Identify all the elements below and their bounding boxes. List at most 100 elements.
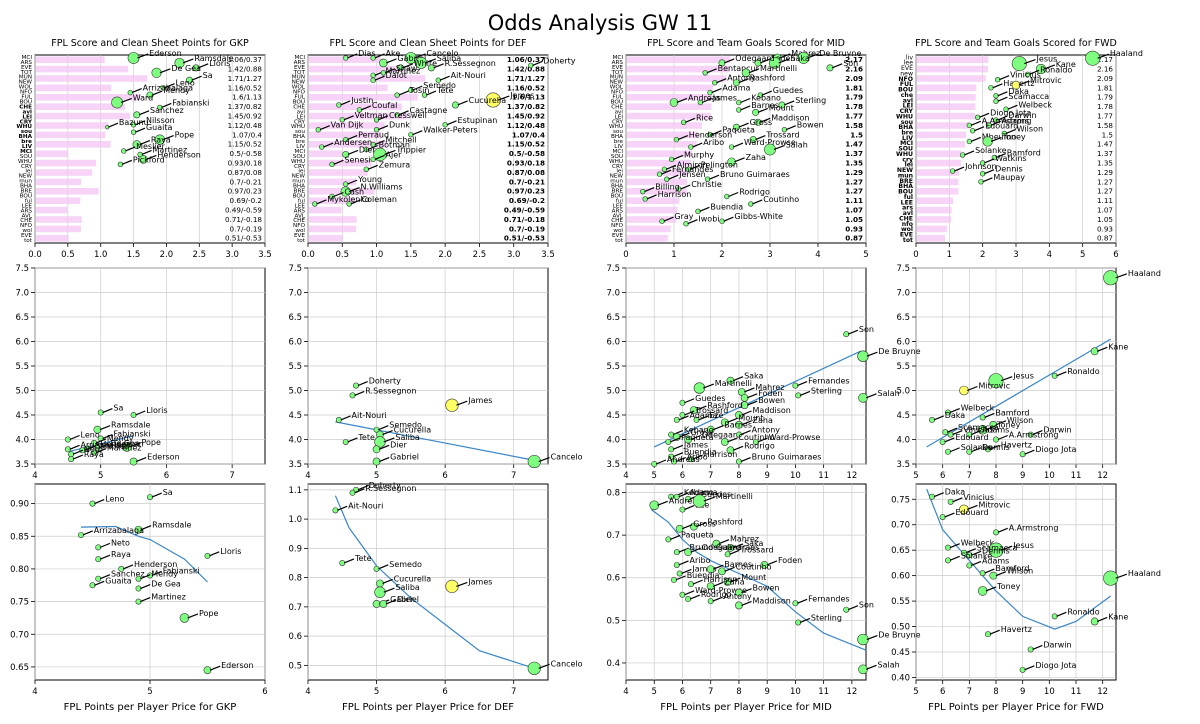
mid-mid-label: Rashford xyxy=(707,401,742,410)
top-def-bar xyxy=(309,84,388,92)
top-mid-category-label: CRY xyxy=(612,164,624,170)
top-fwd-category-label: NEW xyxy=(897,167,913,174)
bottom-gkp-arrow xyxy=(209,665,221,671)
bottom-def-point xyxy=(379,600,388,608)
top-mid-label: Zaha xyxy=(746,153,766,162)
bottom-mid-label: Guedes xyxy=(701,490,731,499)
top-mid-arrow xyxy=(807,53,819,59)
top-mid-bar xyxy=(627,65,730,73)
mid-fwd-label: Havertz xyxy=(1001,440,1032,449)
mid-fwd-arrow xyxy=(1056,371,1067,377)
top-gkp-value-label: 0.69/-0.2 xyxy=(230,196,262,205)
top-gkp-xtick-label: 1.0 xyxy=(94,250,108,260)
bottom-mid-arrow xyxy=(713,564,724,570)
top-mid-value-label: 1.81 xyxy=(845,83,863,92)
mid-def-arrow xyxy=(382,430,393,436)
top-mid-category-label: sou xyxy=(613,129,623,135)
bottom-gkp-ytick-label: 0.65 xyxy=(10,663,29,673)
top-fwd-point xyxy=(969,128,976,134)
top-def-arrow xyxy=(414,53,426,59)
top-mid-label: Adama xyxy=(722,84,750,93)
top-fwd-value-label: 1.27 xyxy=(1097,187,1113,196)
top-mid-category-label: BRE xyxy=(612,189,624,195)
top-fwd-category-label: lee xyxy=(904,60,913,67)
top-mid-label: Paqueta xyxy=(722,126,755,135)
top-def-point xyxy=(485,92,501,108)
top-mid-point xyxy=(728,144,735,150)
bottom-gkp-arrow xyxy=(151,570,162,577)
top-fwd-category-label: wol xyxy=(901,226,913,233)
top-def-bar xyxy=(309,75,426,82)
bottom-fwd-ytick-label: 0.55 xyxy=(891,597,910,607)
mid-fwd-label: Adams xyxy=(982,426,1009,435)
bottom-mid-label: Coutinho xyxy=(736,562,772,571)
top-def-xtick-label: 1.0 xyxy=(370,250,384,260)
top-def-label: Veltman xyxy=(355,111,388,120)
top-gkp-value-label: 0.51/-0.53 xyxy=(225,234,262,243)
mid-fwd-point xyxy=(988,373,1004,389)
mid-mid-label: Saka xyxy=(744,372,763,381)
top-def-value-label: 0.7/-0.21 xyxy=(509,177,545,186)
top-mid-arrow xyxy=(661,169,672,175)
top-gkp-label: Lloris xyxy=(209,59,230,68)
bottom-mid-arrow xyxy=(690,547,701,553)
top-gkp-category-label: sou xyxy=(21,129,32,135)
mid-gkp-label: Sanchez xyxy=(95,441,129,450)
top-mid-category-label: CHE xyxy=(611,218,623,224)
top-fwd-bar xyxy=(917,141,965,148)
top-def-label: Dalot xyxy=(386,71,407,80)
bottom-gkp-ytick-label: 0.90 xyxy=(10,500,29,510)
mid-gkp-arrow xyxy=(83,445,95,451)
top-fwd-category-label: mun xyxy=(898,172,913,179)
mid-mid-label: Zaha xyxy=(753,416,773,425)
top-def-label: Coleman xyxy=(362,195,397,204)
top-mid-label: Foden xyxy=(771,54,795,63)
bottom-gkp-ytick-label: 0.85 xyxy=(10,532,29,542)
top-gkp-category-label: EVE xyxy=(21,65,32,71)
top-mid-arrow xyxy=(665,164,677,170)
top-gkp-bar xyxy=(36,103,126,110)
mid-mid-arrow xyxy=(847,329,859,335)
mid-mid-label: Odegaard xyxy=(702,431,741,440)
top-gkp-label: Ward xyxy=(133,93,154,102)
mid-def-arrow xyxy=(383,437,395,443)
bottom-mid-label: Sterling xyxy=(811,613,842,622)
mid-gkp-ytick-label: 4.5 xyxy=(15,411,29,421)
top-fwd-point xyxy=(1085,50,1101,66)
bottom-fwd-arrow xyxy=(944,512,955,518)
top-def-label: Zemura xyxy=(379,160,411,169)
mid-mid-label: Foden xyxy=(758,389,782,398)
top-mid-arrow xyxy=(773,144,785,151)
top-gkp-label: Pope xyxy=(175,131,195,140)
top-def-category-label: sou xyxy=(295,129,305,135)
top-mid-arrow xyxy=(738,122,749,128)
bottom-def-point xyxy=(332,507,339,514)
top-def-label: Dunk xyxy=(389,121,410,130)
top-gkp-category-label: MUN xyxy=(19,75,32,81)
top-fwd-bar xyxy=(917,197,953,204)
top-mid-arrow xyxy=(699,206,710,212)
top-def-value-label: 1.45/0.92 xyxy=(507,111,545,120)
top-mid-point xyxy=(695,208,701,215)
top-mid-arrow xyxy=(738,78,749,84)
top-fwd-label: Maupay xyxy=(993,173,1025,182)
bottom-gkp-label: Sanchez xyxy=(111,570,145,579)
top-fwd-point xyxy=(979,171,986,177)
top-def-bar xyxy=(309,141,387,148)
top-fwd-arrow xyxy=(982,177,993,183)
bottom-mid-ytick-label: 0.7 xyxy=(606,531,620,541)
top-def-category-label: BHA xyxy=(293,184,305,190)
top-mid-arrow xyxy=(716,78,727,84)
top-mid-label: Kebano xyxy=(751,93,781,102)
bottom-mid-label: Buendia xyxy=(687,571,720,580)
top-fwd-category-label: new xyxy=(900,70,913,77)
top-def-label: Mykolenko xyxy=(327,195,369,204)
top-def-category-label: BHA xyxy=(293,134,305,140)
top-def-category-label: WHU xyxy=(291,124,305,130)
top-mid-bar xyxy=(627,178,687,186)
top-def-value-label: 0.5/-0.58 xyxy=(509,149,545,158)
bottom-fwd-arrow xyxy=(952,497,963,503)
top-gkp-category-label: NFO xyxy=(20,90,33,96)
bottom-fwd-xlabel: FPL Points per Player Price for FWD xyxy=(928,702,1104,713)
top-gkp-category-label: BHA xyxy=(20,184,32,190)
